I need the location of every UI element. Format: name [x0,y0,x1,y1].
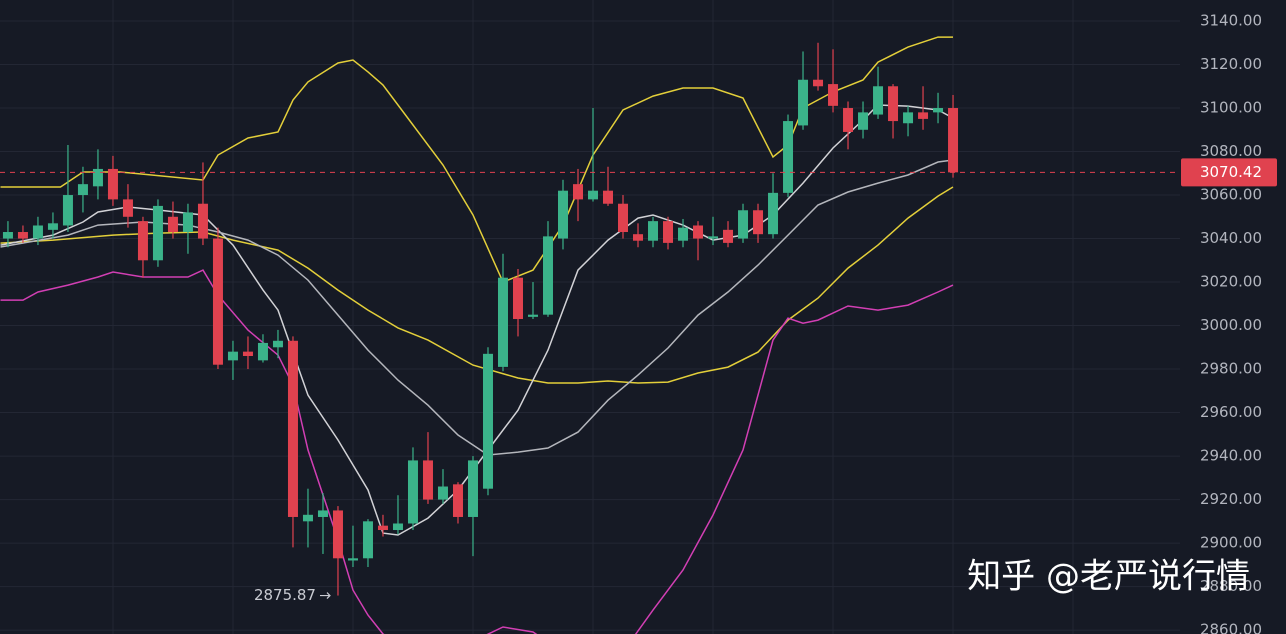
candle-body [317,510,328,517]
candle-body [572,184,583,200]
candle-body [92,168,103,187]
y-tick-label: 3080.00 [1200,142,1262,160]
candle-body [182,212,193,233]
y-tick-label: 3000.00 [1200,316,1262,334]
candle-body [152,205,163,261]
candle-body [843,108,854,132]
candle-body [738,210,749,239]
candle-body [618,203,629,233]
candle-body [497,277,508,367]
candle-body [77,184,88,196]
candle-body [407,460,418,524]
candle-body [828,84,839,106]
candle-body [723,229,734,243]
candle-body [347,558,358,561]
y-tick-label: 3100.00 [1200,99,1262,117]
candle-body [693,225,704,239]
candle-body [918,112,929,119]
y-tick-label: 3040.00 [1200,229,1262,247]
candle-body [467,460,478,517]
candle-body [47,223,58,230]
candle-body [2,232,13,239]
candle-body [858,112,869,130]
candle-body [933,108,944,113]
candle-body [783,121,794,193]
candle-body [678,227,689,241]
candle-body [753,210,764,235]
last-price-label: 3070.42 [1200,163,1262,181]
candle-body [648,221,659,241]
candle-body [287,340,298,517]
candle-body [362,521,373,559]
indicator-line [0,186,954,384]
y-tick-label: 3020.00 [1200,273,1262,291]
watermark: 知乎 @老严说行情 [967,557,1250,597]
y-tick-label: 3120.00 [1200,55,1262,73]
price-axis: 2860.00 2880.00 2900.00 2920.00 2940.00 2960.… [1181,12,1277,634]
candle-body [542,236,553,315]
candle-body [768,192,779,235]
candle-body [888,86,899,122]
candle-body [557,190,568,239]
candle-body [948,108,959,173]
candle-body [197,203,208,239]
low-arrow [319,592,331,599]
last-price-box [1181,158,1277,187]
candle-body [873,86,884,115]
y-tick-label: 2860.00 [1200,621,1262,634]
candle-body [482,353,493,489]
candle-body [107,168,118,200]
y-tick-label: 2960.00 [1200,403,1262,421]
candle-body [452,484,463,517]
indicator-line [0,269,954,634]
candle-body [17,232,28,239]
y-tick-label: 2940.00 [1200,447,1262,465]
candle-body [332,510,343,559]
candle-body [302,514,313,522]
candle-body [603,190,614,204]
candle-body [798,79,809,126]
candle-body [437,486,448,500]
candle-body [272,340,283,348]
candle-body [122,199,133,217]
candle-body [137,221,148,261]
y-tick-label: 2920.00 [1200,490,1262,508]
candle-body [512,277,523,320]
candle-body [663,221,674,243]
low-label: 2875.87 [254,586,316,604]
candle-body [903,112,914,124]
candle-body [422,460,433,500]
candle-body [633,234,644,241]
plot-area: 2875.87 [0,36,1180,634]
candle-body [527,314,538,317]
y-tick-label: 3140.00 [1200,12,1262,30]
candle-body [227,351,238,361]
candle-body [377,525,388,531]
candle-body [708,236,719,239]
grid [0,0,1180,634]
candle-body [212,238,223,365]
candle-body [257,342,268,361]
candle-body [167,216,178,233]
candle-body [588,190,599,200]
candle-body [32,225,43,239]
y-tick-label: 2980.00 [1200,360,1262,378]
candle-body [62,195,73,226]
y-tick-label: 2900.00 [1200,534,1262,552]
candle-body [392,523,403,531]
candle-body [813,79,824,87]
y-tick-label: 3060.00 [1200,186,1262,204]
candle-body [242,351,253,357]
y-tick-label: 2880.00 [1200,577,1262,595]
